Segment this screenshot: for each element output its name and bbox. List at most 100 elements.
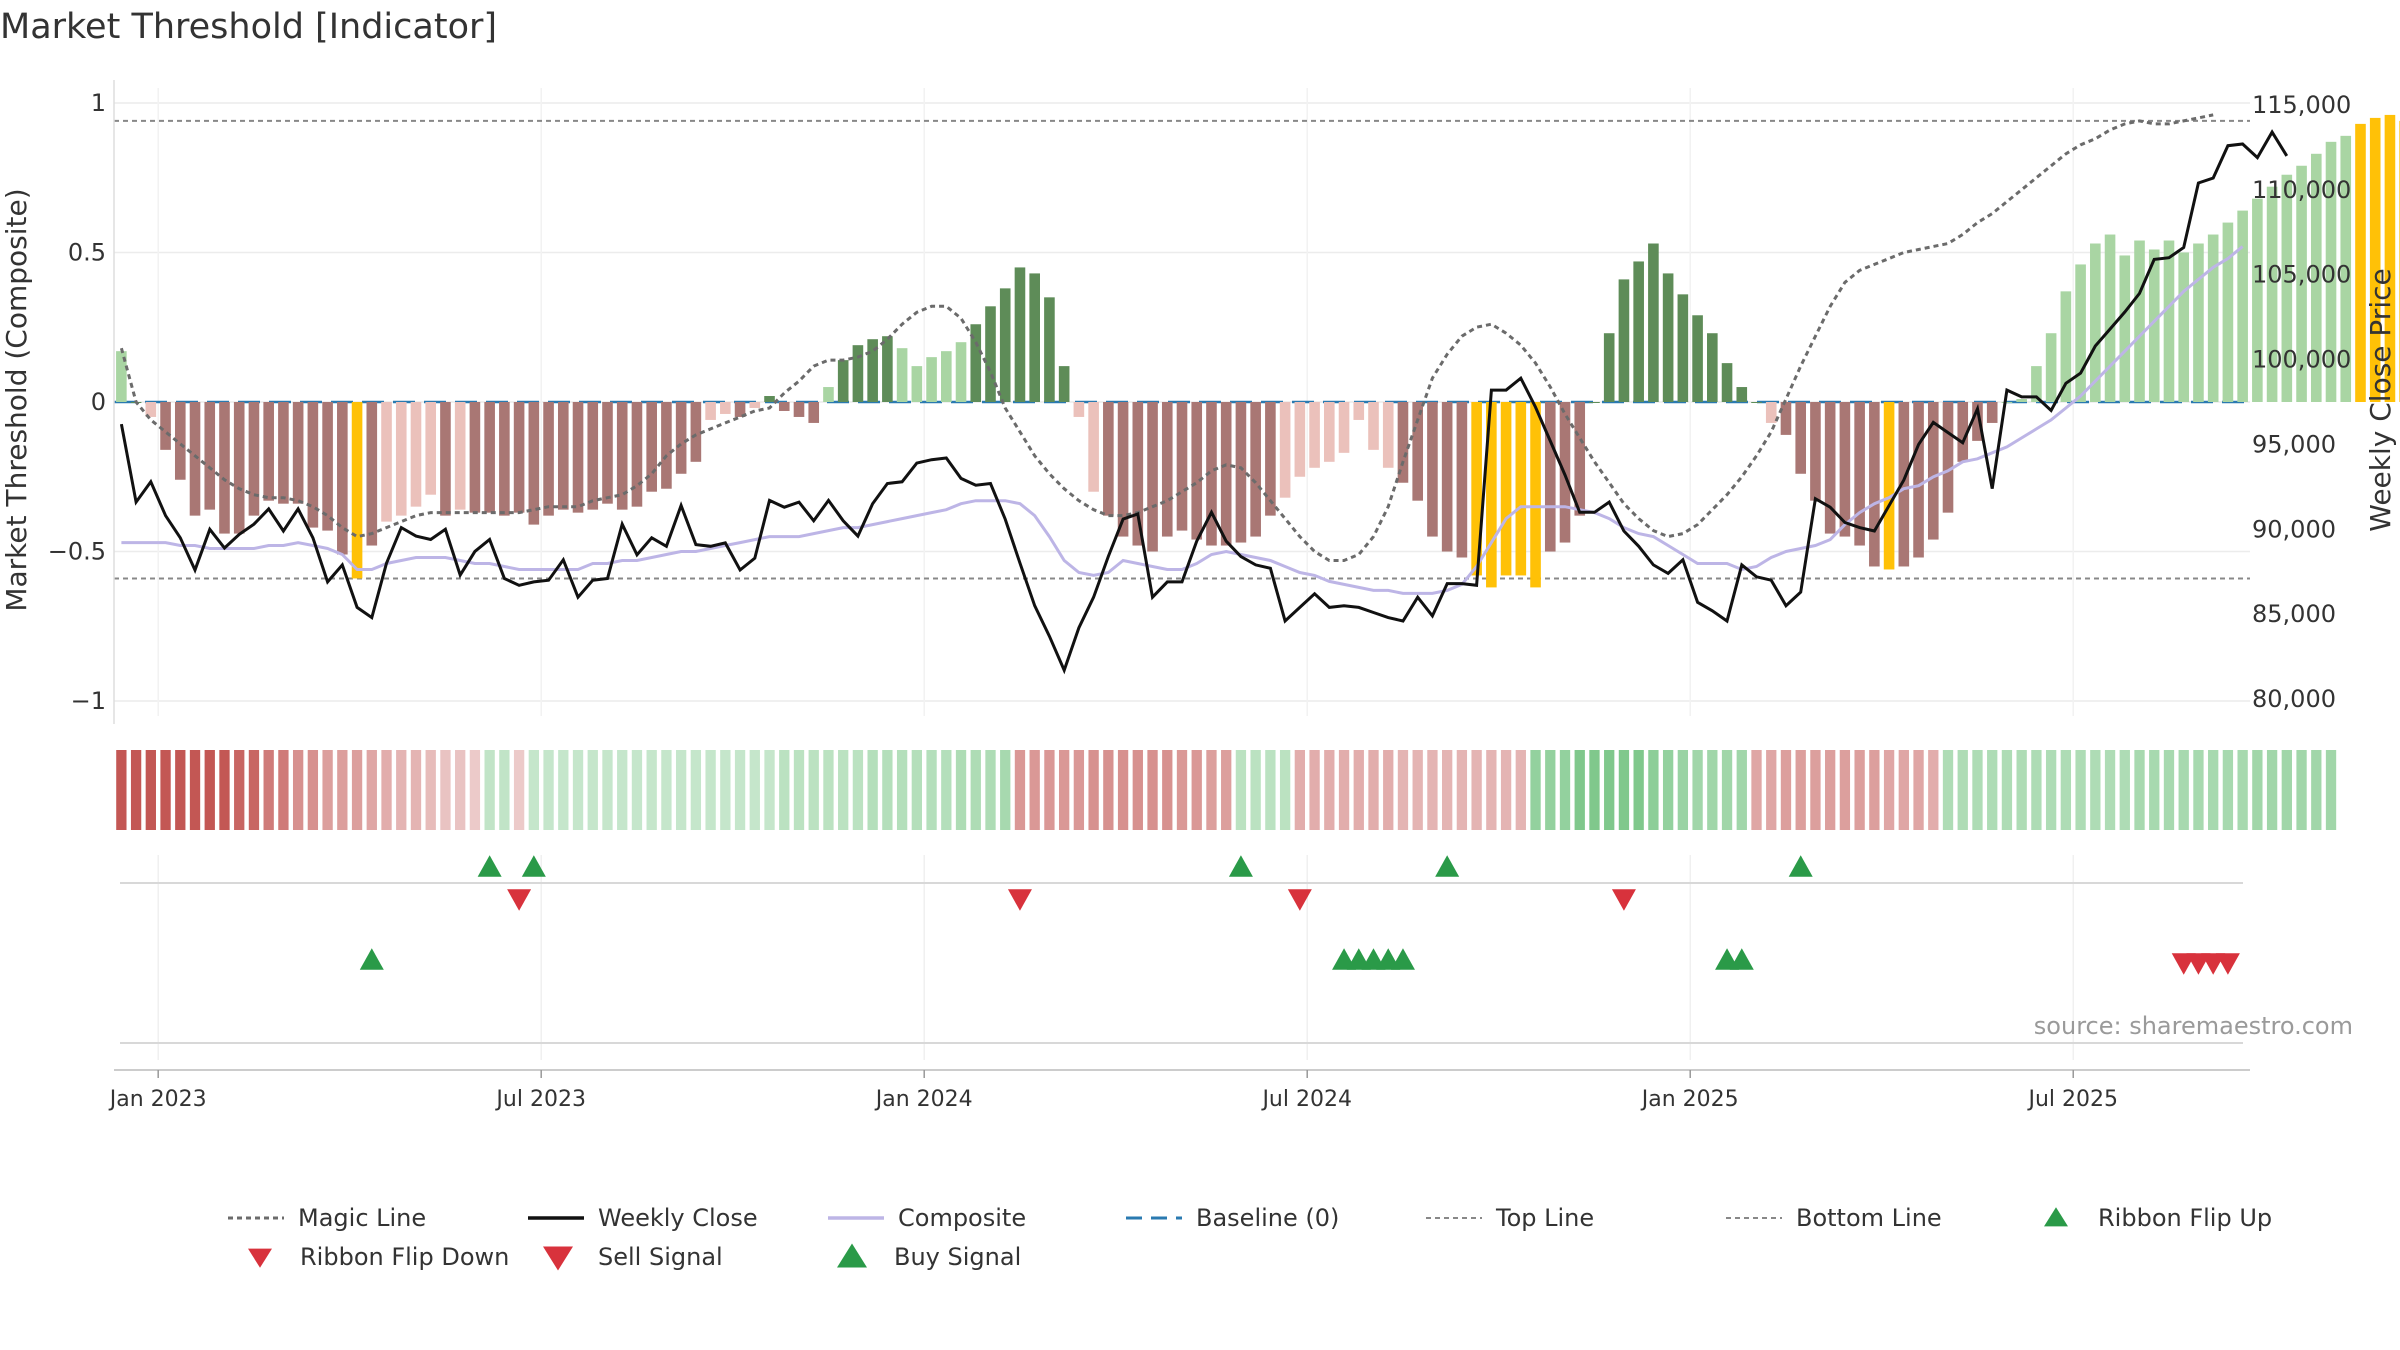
ribbon-cell	[2016, 750, 2027, 830]
composite-bar	[366, 402, 378, 546]
ribbon-flip-up-marker	[1435, 855, 1460, 877]
composite-bar	[1382, 402, 1394, 468]
ribbon-cell	[2281, 750, 2292, 830]
ribbon-cell	[1338, 750, 1350, 830]
composite-bar	[1132, 402, 1144, 546]
ribbon-cell	[278, 750, 289, 830]
ribbon-cell	[1987, 750, 1998, 830]
composite-bar	[1751, 402, 1762, 403]
composite-bar	[2075, 264, 2086, 402]
x-tick-label: Jan 2023	[108, 1087, 207, 1112]
source-label: source: sharemaestro.com	[2034, 1012, 2353, 1040]
left-tick-label: −0.5	[48, 538, 106, 566]
composite-bar	[1957, 402, 1969, 462]
composite-bar	[2222, 222, 2234, 402]
composite-bar	[1265, 402, 1276, 516]
ribbon-cell	[1294, 750, 1306, 830]
legend-label: Top Line	[1495, 1204, 1594, 1232]
composite-bar	[440, 402, 451, 516]
composite-bar	[749, 402, 761, 408]
left-tick-label: 1	[91, 89, 106, 117]
ribbon-cell	[911, 750, 922, 830]
composite-bar	[2134, 240, 2145, 402]
composite-bar	[941, 351, 952, 402]
composite-bar	[1324, 402, 1335, 462]
ribbon-cell	[1088, 750, 1099, 830]
ribbon-cell	[2237, 750, 2248, 830]
composite-bar	[705, 402, 716, 420]
composite-bar	[631, 402, 643, 507]
composite-bar	[233, 402, 245, 534]
composite-bar	[1147, 402, 1158, 552]
ribbon-cell	[396, 750, 407, 830]
ribbon-cell	[1662, 750, 1674, 830]
composite-bar	[410, 402, 422, 507]
ribbon-cell	[248, 750, 260, 830]
ribbon-cell	[130, 750, 142, 830]
ribbon-cell	[1383, 750, 1394, 830]
composite-bar	[1103, 402, 1114, 516]
composite-bar	[1869, 402, 1880, 567]
composite-bar	[1854, 402, 1865, 546]
composite-bar	[263, 402, 274, 501]
composite-bar	[2355, 123, 2366, 402]
ribbon-cell	[1250, 750, 1261, 830]
ribbon-cell	[631, 750, 643, 830]
ribbon-cell	[1368, 750, 1379, 830]
ribbon-cell	[1928, 750, 1939, 830]
composite-bar	[1014, 267, 1026, 402]
ribbon-cell	[1397, 750, 1409, 830]
ribbon-cell	[2222, 750, 2234, 830]
composite-bar	[1972, 402, 1983, 441]
ribbon-cell	[543, 750, 554, 830]
ribbon-cell	[1530, 750, 1541, 830]
composite-bar	[2060, 291, 2072, 402]
ribbon-cell	[779, 750, 790, 830]
composite-bar	[557, 402, 569, 510]
composite-bar	[307, 402, 319, 528]
chart-title: Market Threshold [Indicator]	[0, 7, 497, 47]
ribbon-cell	[2119, 750, 2130, 830]
ribbon-cell	[1235, 750, 1247, 830]
ribbon-cell	[1869, 750, 1880, 830]
composite-bar	[1309, 402, 1320, 468]
ribbon-cell	[1191, 750, 1202, 830]
composite-bar	[2193, 243, 2204, 402]
x-tick-label: Jan 2025	[1640, 1087, 1739, 1112]
ribbon-cell	[1058, 750, 1070, 830]
ribbon-cell	[1117, 750, 1129, 830]
composite-bar	[1294, 402, 1306, 477]
composite-bar	[1986, 402, 1998, 423]
composite-bar	[1530, 402, 1541, 588]
legend-swatch-sell	[543, 1246, 573, 1271]
ribbon-cell	[882, 750, 893, 830]
composite-bar	[572, 402, 584, 513]
composite-bar	[2148, 249, 2160, 402]
composite-bar	[1721, 363, 1733, 402]
ribbon-cell	[484, 750, 495, 830]
ribbon-cell	[602, 750, 613, 830]
ribbon-cell	[1898, 750, 1909, 830]
ribbon-cell	[808, 750, 819, 830]
ribbon-cell	[440, 750, 451, 830]
right-tick-label: 85,000	[2252, 600, 2336, 628]
composite-bar	[837, 360, 849, 402]
composite-bar	[690, 402, 702, 462]
legend-label: Buy Signal	[894, 1243, 1021, 1271]
composite-bar	[292, 402, 304, 504]
ribbon-cell	[1456, 750, 1468, 830]
ribbon-cell	[970, 750, 981, 830]
composite-bar	[926, 357, 937, 402]
buy-signal-marker	[1729, 948, 1754, 970]
composite-bar	[2325, 141, 2337, 403]
composite-bar	[351, 402, 363, 579]
ribbon-cell	[749, 750, 760, 830]
ribbon-cell	[2149, 750, 2160, 830]
ribbon-cell	[1176, 750, 1188, 830]
composite-bar	[1883, 402, 1895, 570]
ribbon-cell	[366, 750, 377, 830]
ribbon-cell	[2252, 750, 2263, 830]
composite-bar	[1471, 402, 1482, 576]
composite-bar	[1780, 402, 1792, 435]
